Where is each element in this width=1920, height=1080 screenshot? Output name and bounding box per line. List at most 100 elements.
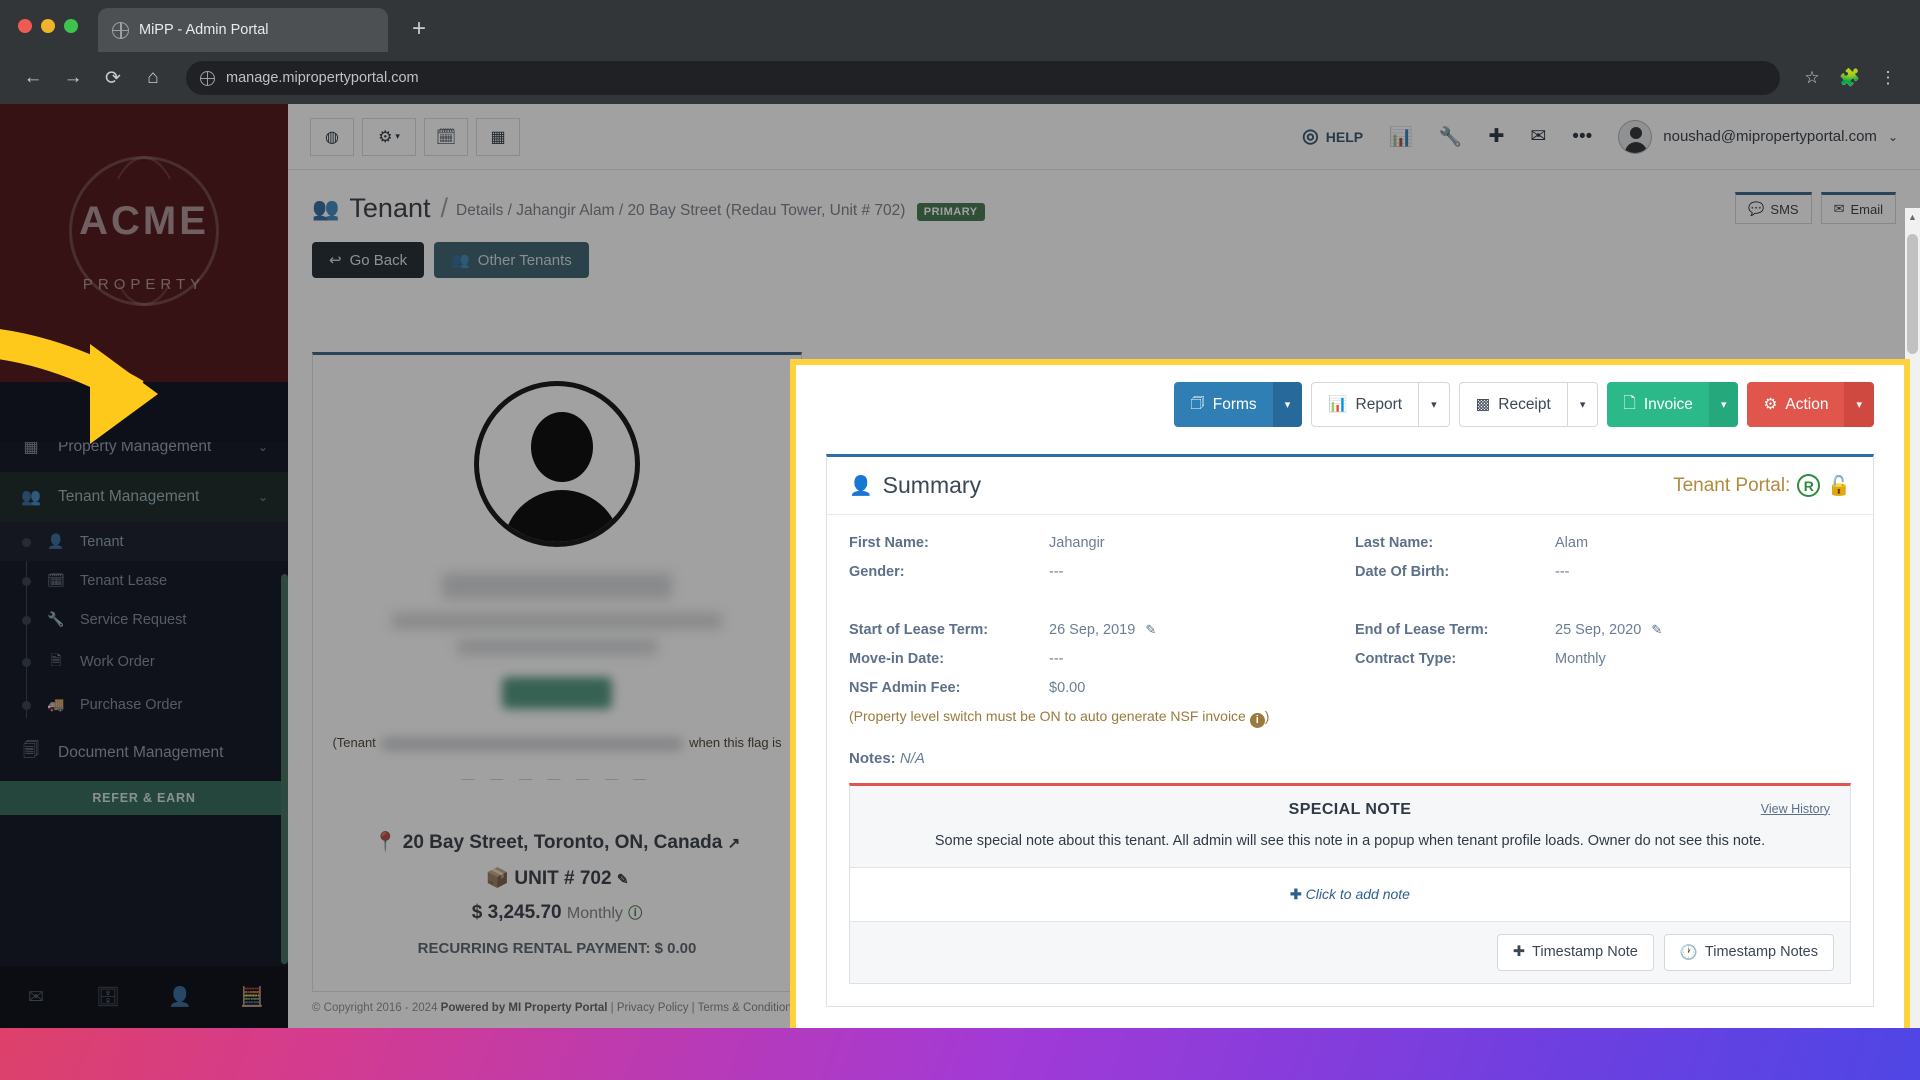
settings-button[interactable]: ⚙ ▾ (362, 117, 416, 156)
browser-menu-icon[interactable]: ⋮ (1879, 68, 1897, 87)
add-note-button[interactable]: ✚ Click to add note (850, 866, 1850, 921)
info-icon[interactable]: ⓘ (628, 904, 643, 921)
help-button[interactable]: ◎ HELP (1302, 125, 1363, 148)
breadcrumb-rest-text: Details / Jahangir Alam / 20 Bay Street … (456, 202, 906, 219)
browser-tab[interactable]: MiPP - Admin Portal (98, 8, 388, 52)
refer-and-earn-banner[interactable]: REFER & EARN (0, 781, 288, 815)
action-button[interactable]: ⚙ Action (1747, 382, 1845, 427)
reload-icon[interactable]: ⟳ (105, 67, 121, 89)
new-tab-button[interactable]: + (411, 15, 426, 42)
calculator-button[interactable]: ▦ (476, 117, 520, 156)
field-label: Move-in Date: (849, 651, 945, 667)
sidebar-item-tenant-management[interactable]: 👥 Tenant Management ⌄ (0, 472, 288, 522)
calculator-icon[interactable]: 🧮 (240, 987, 264, 1008)
email-button[interactable]: ✉ Email (1820, 192, 1896, 224)
notes-value: N/A (899, 749, 925, 767)
forms-dropdown-toggle[interactable]: ▾ (1272, 382, 1303, 427)
back-icon[interactable]: ← (23, 67, 43, 88)
invoice-button-group[interactable]: 🗋 Invoice ▾ (1607, 382, 1739, 427)
breadcrumb-actions: 💬 SMS ✉ Email (1735, 192, 1896, 224)
sidebar-item-tenant-lease[interactable]: 🗓 Tenant Lease (0, 561, 288, 600)
envelope-icon[interactable]: ✉ (28, 986, 44, 1008)
receipt-dropdown-toggle[interactable]: ▾ (1566, 382, 1599, 427)
flag-note-prefix: (Tenant (332, 735, 376, 750)
tenant-status-button-redacted[interactable] (502, 677, 612, 709)
bookmark-star-icon[interactable]: ☆ (1804, 68, 1820, 87)
action-dropdown-toggle[interactable]: ▾ (1844, 382, 1874, 427)
sms-button[interactable]: 💬 SMS (1735, 192, 1812, 224)
box-icon: 📦 (485, 867, 510, 889)
tenant-profile-card: (Tenant when this flag is — — — — — — — … (312, 352, 802, 992)
scroll-up-arrow-icon[interactable]: ▲ (1908, 212, 1917, 222)
sidebar-item-purchase-order[interactable]: 🚚 Purchase Order (0, 685, 288, 724)
scrollbar-thumb[interactable] (1907, 234, 1918, 354)
chart-bar-icon[interactable]: 📊 (1389, 126, 1413, 148)
window-controls[interactable] (18, 19, 78, 33)
receipt-button-group[interactable]: ▩ Receipt ▾ (1458, 382, 1599, 427)
person-icon[interactable]: 👤 (168, 987, 192, 1008)
extensions-icon[interactable]: 🧩 (1839, 68, 1861, 87)
tenant-unit: 📦 UNIT # 702 ✎ (313, 866, 801, 890)
email-label: Email (1850, 201, 1883, 217)
sidebar-spacer (0, 382, 288, 442)
ellipsis-icon[interactable]: ••• (1572, 125, 1593, 147)
info-icon[interactable]: i (1249, 712, 1265, 728)
sidebar-scrollbar[interactable] (281, 574, 288, 964)
globe-icon (112, 21, 129, 39)
home-icon[interactable]: ⌂ (147, 67, 159, 88)
dashboard-button[interactable]: ◍ (310, 117, 354, 156)
external-link-icon[interactable]: ↗ (727, 834, 741, 852)
receipt-label: Receipt (1498, 395, 1551, 413)
field-gap (1355, 593, 1851, 609)
sidebar-subitem-label: Tenant (80, 533, 124, 550)
recurring-text: RECURRING RENTAL PAYMENT: $ 0.00 (417, 939, 697, 957)
report-label: Report (1355, 395, 1403, 413)
forward-icon[interactable]: → (63, 67, 83, 88)
plus-icon[interactable]: ✚ (1488, 126, 1505, 147)
report-button[interactable]: 📊 Report (1311, 382, 1419, 427)
unlock-icon[interactable]: 🔓 (1827, 475, 1851, 497)
forms-button-group[interactable]: 🗇 Forms ▾ (1174, 382, 1303, 427)
action-button-group[interactable]: ⚙ Action ▾ (1747, 382, 1874, 427)
invoice-button[interactable]: 🗋 Invoice (1607, 382, 1709, 427)
special-note-footer: ✚ Timestamp Note 🕐 Timestamp Notes (850, 920, 1850, 983)
field-label: Date Of Birth: (1355, 564, 1450, 580)
receipt-button[interactable]: ▩ Receipt (1458, 382, 1567, 427)
edit-icon[interactable]: ✎ (616, 870, 629, 887)
gear-icon: ⚙ (1763, 396, 1778, 413)
other-tenants-button[interactable]: 👥 Other Tenants (434, 242, 589, 278)
people-icon: 👥 (451, 252, 470, 269)
report-button-group[interactable]: 📊 Report ▾ (1311, 382, 1450, 427)
page-footer: © Copyright 2016 - 2024 Powered by MI Pr… (312, 1002, 797, 1014)
minimize-window-button[interactable] (41, 19, 55, 33)
timestamp-notes-button[interactable]: 🕐 Timestamp Notes (1663, 933, 1834, 971)
field-value-group: 26 Sep, 2019 ✎ (1049, 622, 1345, 638)
edit-icon[interactable]: ✎ (1145, 622, 1157, 637)
forms-button[interactable]: 🗇 Forms (1174, 382, 1273, 427)
briefcase-icon[interactable]: 🗄 (95, 987, 121, 1008)
other-tenants-label: Other Tenants (477, 251, 572, 269)
sidebar-item-tenant[interactable]: 👤 Tenant (0, 522, 288, 561)
report-dropdown-toggle[interactable]: ▾ (1418, 382, 1450, 427)
sidebar-item-label: Tenant Management (58, 488, 200, 505)
envelope-icon[interactable]: ✉ (1530, 126, 1547, 147)
account-menu[interactable]: noushad@mipropertyportal.com ⌄ (1618, 119, 1898, 154)
sidebar-item-work-order[interactable]: 🗎 Work Order (0, 639, 288, 685)
view-history-link[interactable]: View History (1760, 801, 1830, 816)
go-back-button[interactable]: ↩ Go Back (312, 242, 425, 278)
page-viewport: ACME PROPERTY ADMINISTRATION ▦ Property … (0, 104, 1920, 1028)
sidebar-item-document-management[interactable]: 🗐 Document Management (0, 724, 288, 781)
tenant-name-redacted (442, 573, 672, 599)
field-value: --- (1555, 564, 1570, 580)
timestamp-note-button[interactable]: ✚ Timestamp Note (1496, 933, 1654, 971)
terms-conditions-link[interactable]: Terms & Conditions (697, 1002, 798, 1014)
close-window-button[interactable] (18, 19, 32, 33)
address-bar[interactable]: manage.mipropertyportal.com (186, 61, 1780, 95)
maximize-window-button[interactable] (64, 19, 78, 33)
calendar-button[interactable]: 🗓 (424, 117, 468, 156)
edit-icon[interactable]: ✎ (1651, 622, 1663, 637)
privacy-policy-link[interactable]: Privacy Policy (616, 1002, 689, 1014)
wrench-icon[interactable]: 🔧 (1438, 126, 1463, 148)
invoice-dropdown-toggle[interactable]: ▾ (1708, 382, 1739, 427)
sidebar-item-service-request[interactable]: 🔧 Service Request (0, 600, 288, 639)
